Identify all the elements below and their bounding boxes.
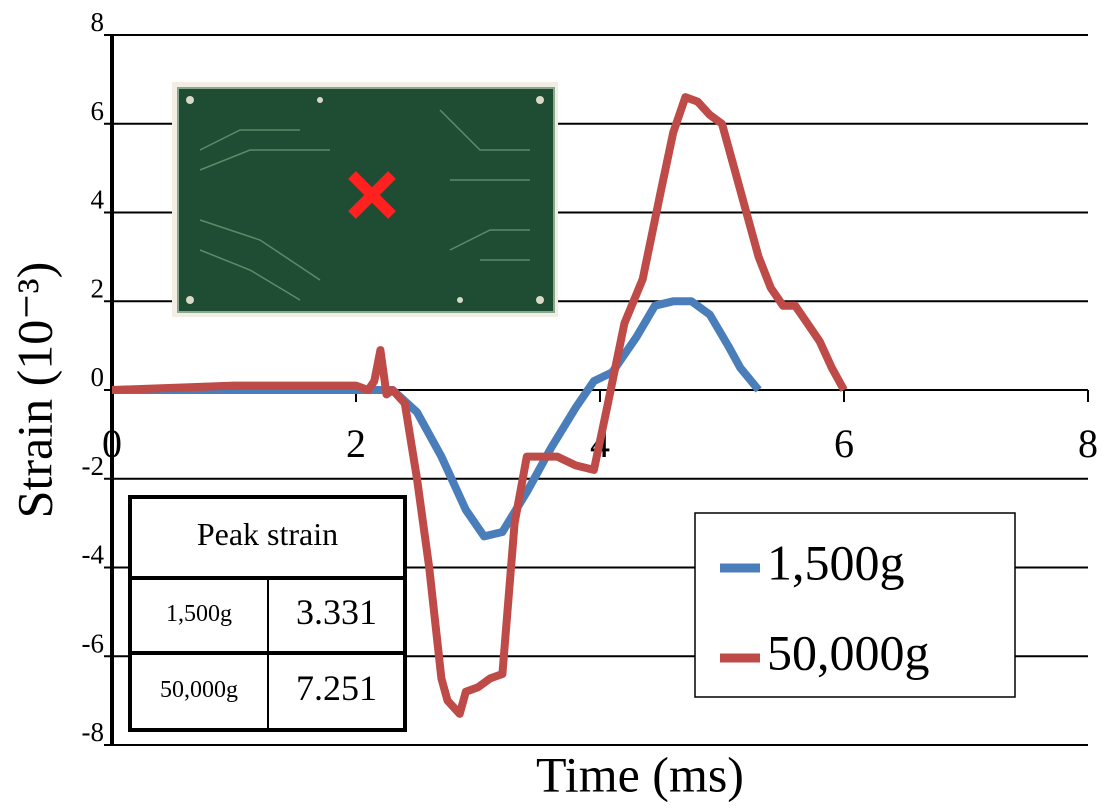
- y-tick-label: -2: [82, 451, 105, 481]
- table-header: Peak strain: [197, 516, 338, 552]
- table-cell: 1,500g: [166, 601, 232, 627]
- y-tick-label: -6: [82, 628, 105, 658]
- y-tick-label: -8: [82, 717, 105, 747]
- y-axis-title: Strain (10⁻³): [6, 262, 62, 519]
- table-cell: 50,000g: [160, 677, 238, 703]
- x-axis-title: Time (ms): [536, 746, 744, 802]
- y-tick-label: 0: [91, 362, 105, 392]
- y-tick-label: 2: [91, 273, 105, 303]
- x-tick-label: 0: [102, 421, 122, 466]
- x-tick-label: 8: [1078, 421, 1098, 466]
- series-line: [111, 93, 848, 718]
- legend-box: [694, 512, 1016, 698]
- table-cell: 7.251: [296, 668, 377, 708]
- board-photo: [172, 82, 558, 317]
- table-cell: 3.331: [296, 592, 377, 632]
- y-tick-label: 6: [91, 96, 105, 126]
- y-tick-label: -4: [82, 540, 105, 570]
- x-tick-label: 6: [834, 421, 854, 466]
- y-tick-label: 8: [91, 7, 105, 37]
- legend-label: 50,000g: [767, 624, 930, 680]
- x-tick-label: 2: [346, 421, 366, 466]
- y-tick-label: 4: [91, 185, 105, 215]
- legend-label: 1,500g: [767, 534, 905, 590]
